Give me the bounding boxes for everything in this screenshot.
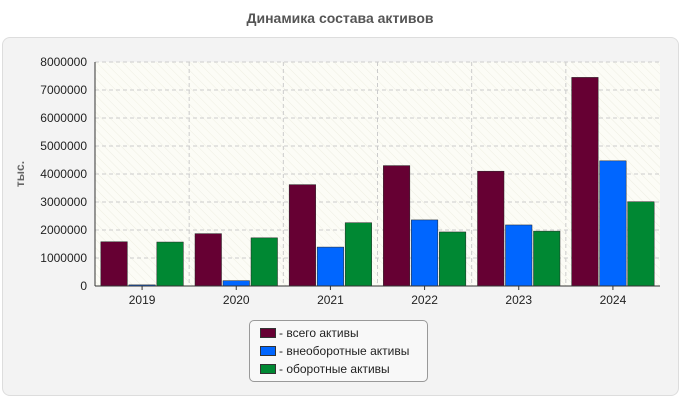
legend-item-noncurrent: - внеоборотные активы: [260, 342, 427, 360]
x-tick-label: 2020: [223, 293, 250, 307]
bar-2-0: [288, 184, 316, 287]
bar-5-0: [571, 77, 599, 287]
legend-label-current: - оборотные активы: [279, 362, 390, 376]
chart-title: Динамика состава активов: [246, 10, 434, 26]
bar-4-1: [505, 224, 533, 287]
y-tick-label: 6000000: [40, 111, 87, 125]
x-tick-label: 2023: [505, 293, 532, 307]
y-tick-label: 7000000: [40, 83, 87, 97]
bar-1-2: [250, 237, 278, 287]
legend-swatch-total: [260, 328, 276, 338]
bar-2-2: [344, 222, 372, 287]
bar-0-2: [156, 241, 184, 287]
x-tick-label: 2024: [600, 293, 627, 307]
y-tick-label: 2000000: [40, 223, 87, 237]
x-tick-label: 2021: [317, 293, 344, 307]
legend-label-total: - всего активы: [279, 326, 359, 340]
bar-1-1: [222, 280, 250, 287]
bar-5-2: [627, 201, 655, 287]
x-tick-label: 2019: [129, 293, 156, 307]
bar-1-0: [194, 233, 222, 287]
bar-3-0: [383, 165, 411, 287]
bar-5-1: [599, 160, 627, 287]
y-tick-label: 4000000: [40, 167, 87, 181]
y-tick-label: 0: [80, 279, 87, 293]
bar-3-1: [411, 219, 439, 287]
y-tick-label: 5000000: [40, 139, 87, 153]
legend-item-current: - оборотные активы: [260, 360, 427, 378]
x-tick-label: 2022: [411, 293, 438, 307]
y-axis-title: тыс.: [13, 161, 27, 187]
bar-4-0: [477, 170, 505, 287]
y-tick-label: 1000000: [40, 251, 87, 265]
legend-swatch-noncurrent: [260, 346, 276, 356]
legend-item-total: - всего активы: [260, 324, 427, 342]
bar-3-2: [439, 231, 467, 287]
bar-0-0: [100, 241, 128, 287]
y-tick-label: 3000000: [40, 195, 87, 209]
bar-2-1: [316, 246, 344, 287]
y-tick-label: 8000000: [40, 55, 87, 69]
legend: - всего активы - внеоборотные активы - о…: [249, 320, 428, 382]
legend-label-noncurrent: - внеоборотные активы: [279, 344, 410, 358]
bar-4-2: [533, 230, 561, 287]
legend-swatch-current: [260, 364, 276, 374]
